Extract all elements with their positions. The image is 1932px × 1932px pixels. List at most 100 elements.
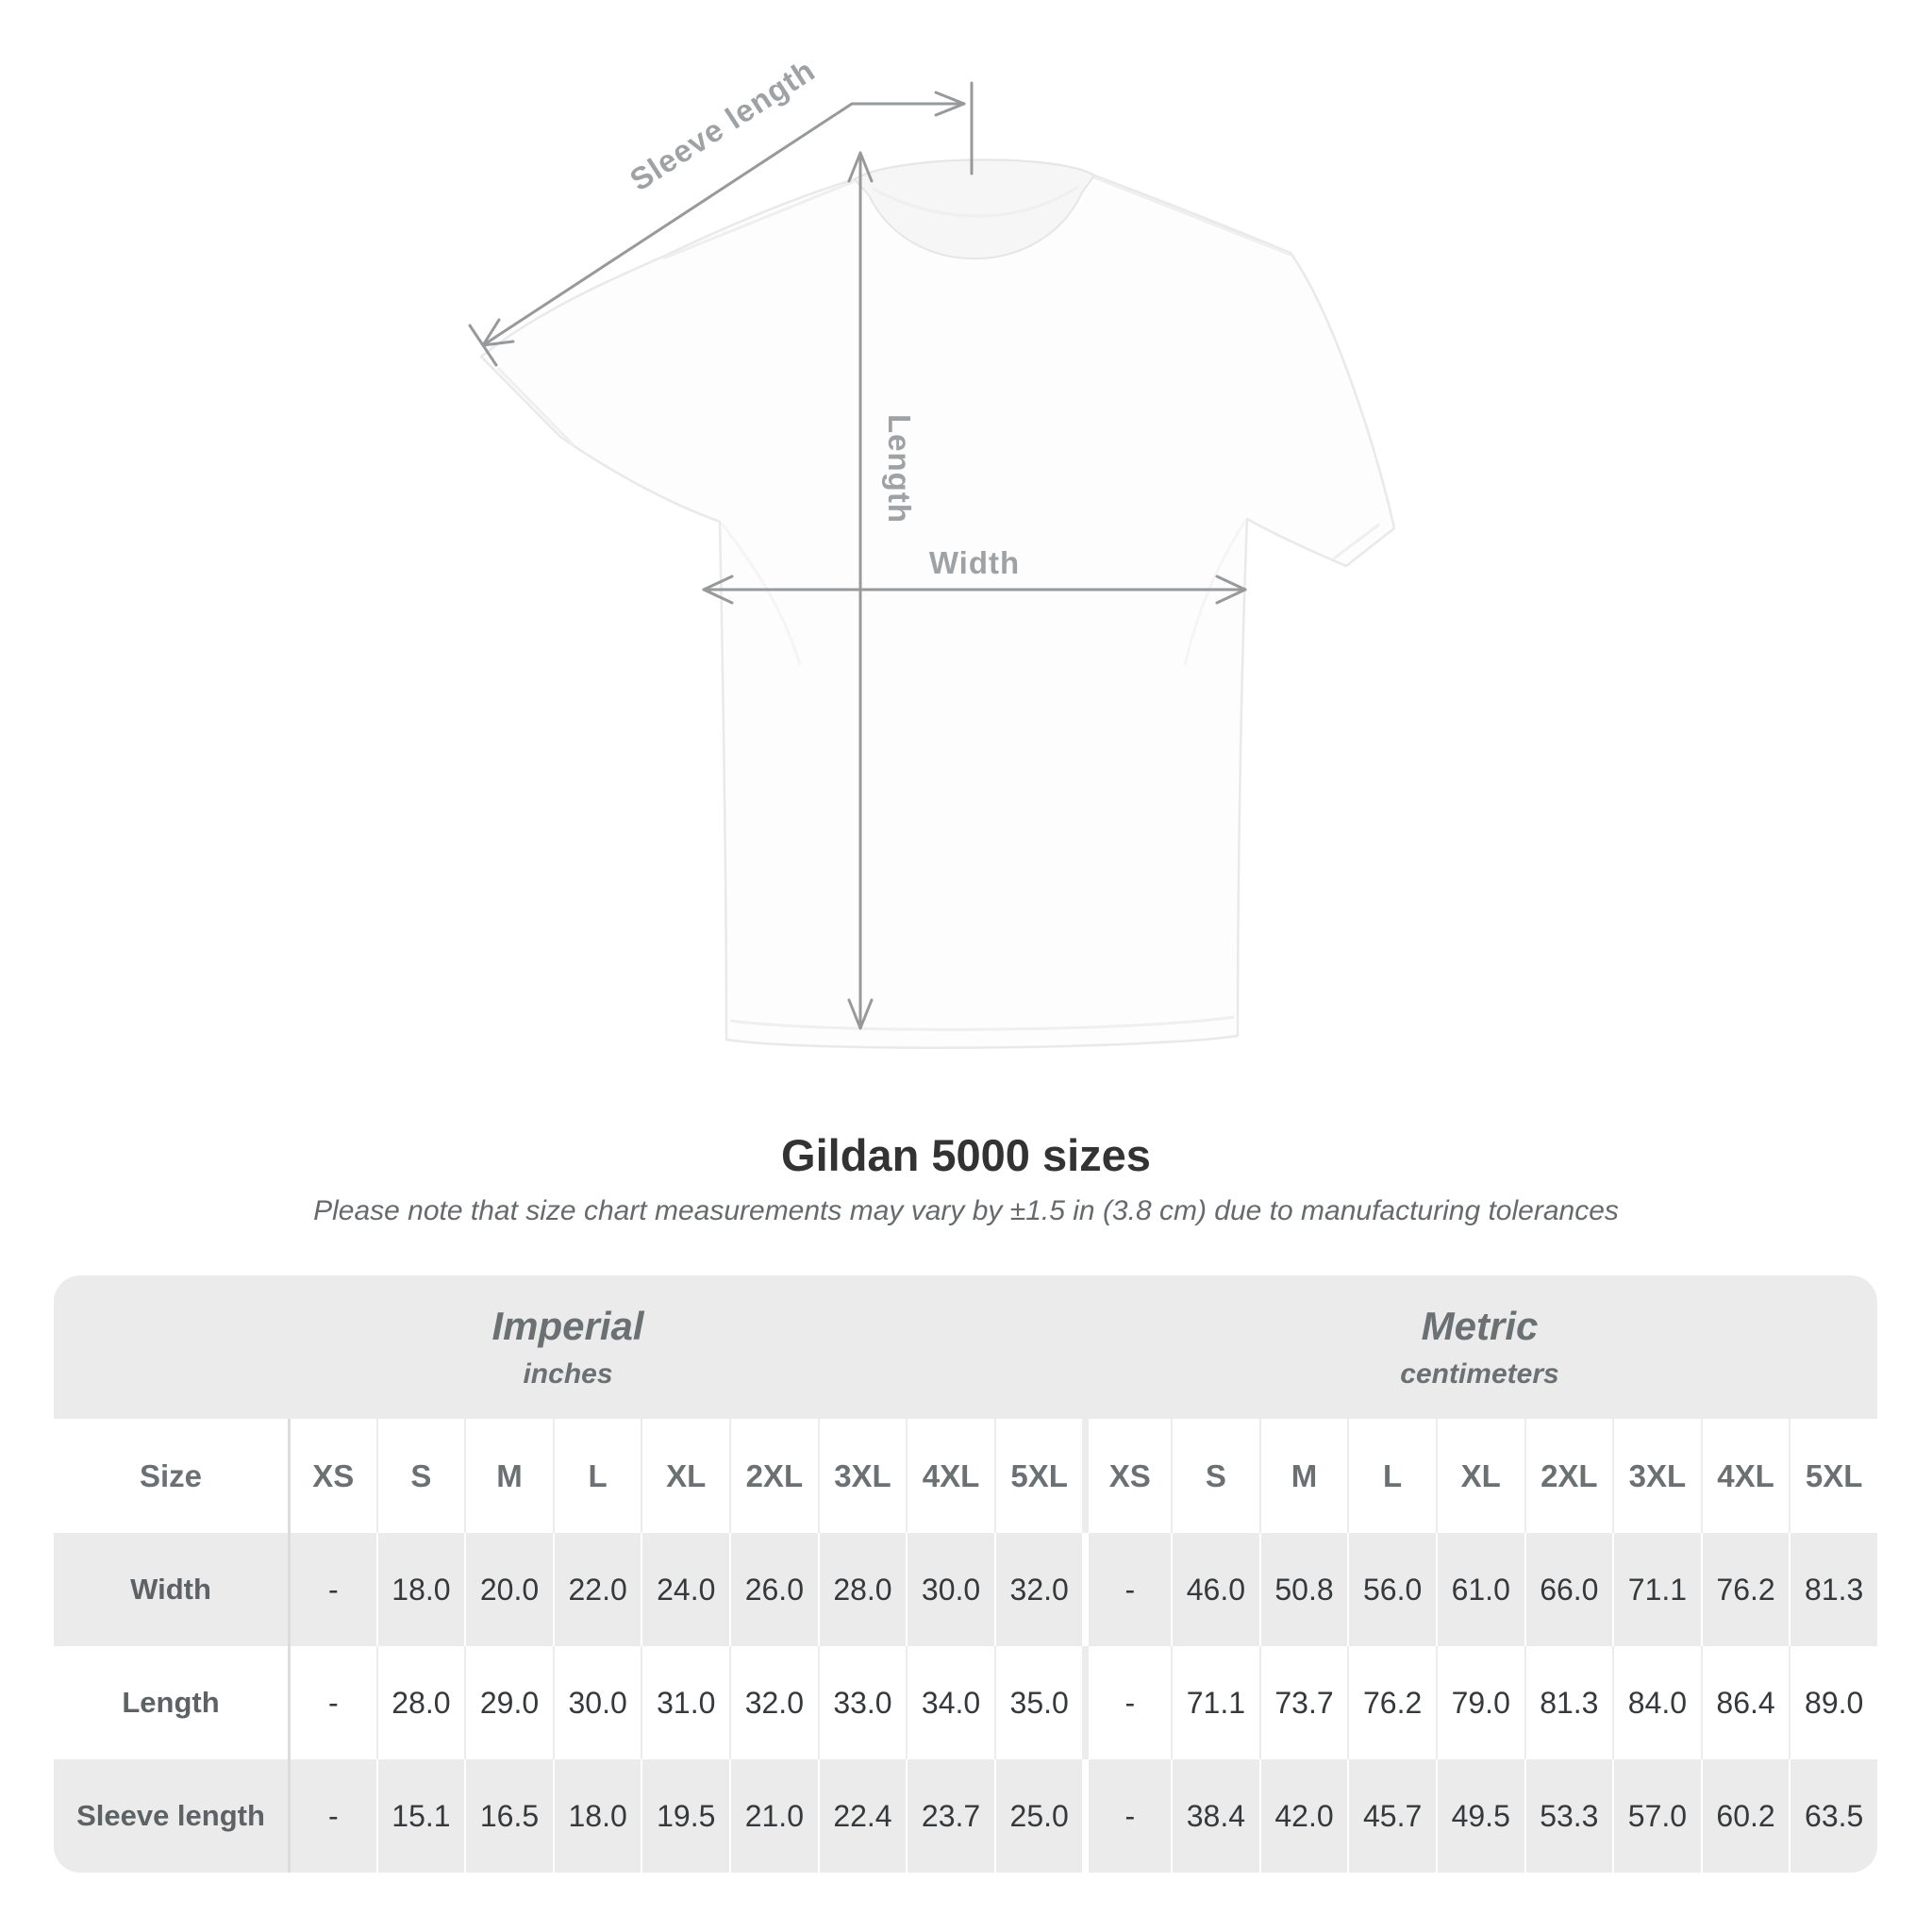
measurement-cell: 18.0 [552, 1759, 641, 1873]
table-row: Length -28.0 29.0 30.0 31.0 32.0 33.0 34.0 35.0-… [54, 1646, 1877, 1759]
size-table-container: Imperial inches Metric centimeters Size [54, 1275, 1877, 1873]
measurement-cell: 89.0 [1789, 1646, 1877, 1759]
metric-group-unit: centimeters [1400, 1358, 1559, 1390]
width-label: Width [929, 545, 1020, 580]
measurement-cell: 16.5 [464, 1759, 553, 1873]
measurement-cell: 45.7 [1347, 1759, 1436, 1873]
size-column-header: Size [54, 1419, 288, 1533]
imperial-group-name: Imperial [491, 1304, 644, 1348]
tshirt-diagram: Sleeve length Length Width [468, 52, 1396, 1049]
measurement-cell: 66.0 [1524, 1533, 1613, 1646]
sleeve-length-arrow [468, 81, 974, 367]
table-row: Width -18.0 20.0 22.0 24.0 26.0 28.0 30.0 32.0-4… [54, 1533, 1877, 1646]
measurement-cell: 31.0 [641, 1646, 730, 1759]
measurement-cell: 73.7 [1258, 1646, 1348, 1759]
row-label: Length [54, 1646, 288, 1759]
measurement-cell: 42.0 [1258, 1759, 1348, 1873]
measurement-cell: 30.0 [552, 1646, 641, 1759]
size-header-metric-l: L [1347, 1419, 1436, 1533]
measurement-cell: 25.0 [993, 1759, 1083, 1873]
metric-group-header: Metric centimeters [1082, 1275, 1877, 1419]
measurement-cell: 86.4 [1700, 1646, 1790, 1759]
size-header-metric-xl: XL [1435, 1419, 1524, 1533]
unit-group-row: Imperial inches Metric centimeters [54, 1275, 1877, 1419]
title-block: Gildan 5000 sizes Please note that size … [0, 1128, 1932, 1228]
measurement-cell: - [288, 1759, 376, 1873]
tshirt-collar [853, 158, 1096, 260]
size-header-imperial-xl: XL [641, 1419, 730, 1533]
size-header-imperial-5xl: 5XL [993, 1419, 1083, 1533]
left-shoulder-seam [662, 179, 856, 260]
size-header-imperial-s: S [375, 1419, 465, 1533]
measurement-cell: 49.5 [1435, 1759, 1524, 1873]
measurement-cell: - [1082, 1533, 1172, 1646]
imperial-group-unit: inches [523, 1358, 613, 1390]
measurement-cell: 53.3 [1524, 1759, 1613, 1873]
length-label: Length [882, 414, 917, 524]
measurement-cell: - [288, 1646, 376, 1759]
size-header-metric-3xl: 3XL [1612, 1419, 1701, 1533]
measurement-cell: 15.1 [375, 1759, 465, 1873]
measurement-cell: 28.0 [817, 1533, 907, 1646]
sleeve-length-label: Sleeve length [624, 52, 821, 197]
row-label: Width [54, 1533, 288, 1646]
measurement-cell: 34.0 [906, 1646, 994, 1759]
measurement-cell: 21.0 [729, 1759, 818, 1873]
metric-group-name: Metric [1421, 1304, 1539, 1348]
size-table: Imperial inches Metric centimeters Size [54, 1275, 1877, 1873]
measurement-cell: 29.0 [464, 1646, 553, 1759]
measurement-cell: 18.0 [375, 1533, 465, 1646]
measurement-cell: 76.2 [1347, 1646, 1436, 1759]
row-label: Sleeve length [54, 1759, 288, 1873]
size-header-imperial-l: L [552, 1419, 641, 1533]
measurement-cell: - [288, 1533, 376, 1646]
measurement-cell: 61.0 [1435, 1533, 1524, 1646]
right-shoulder-seam [1093, 175, 1291, 257]
size-table-body: Width -18.0 20.0 22.0 24.0 26.0 28.0 30.0 32.0-4… [54, 1533, 1877, 1873]
measurement-cell: 19.5 [641, 1759, 730, 1873]
tshirt-outline [479, 158, 1396, 1049]
measurement-cell: 22.0 [552, 1533, 641, 1646]
measurement-cell: 50.8 [1258, 1533, 1348, 1646]
measurement-cell: 71.1 [1171, 1646, 1259, 1759]
left-cuff-seam [496, 366, 575, 447]
size-header-imperial-xs: XS [288, 1419, 376, 1533]
table-row: Sleeve length -15.1 16.5 18.0 19.5 21.0 22.4 23… [54, 1759, 1877, 1873]
measurement-cell: 30.0 [906, 1533, 994, 1646]
hem-seam [729, 1015, 1235, 1031]
measurement-cell: 38.4 [1171, 1759, 1259, 1873]
measurement-cell: 22.4 [817, 1759, 907, 1873]
measurement-cell: 81.3 [1789, 1533, 1877, 1646]
measurement-cell: - [1082, 1646, 1172, 1759]
size-header-metric-m: M [1258, 1419, 1348, 1533]
measurement-cell: 81.3 [1524, 1646, 1613, 1759]
measurement-cell: 20.0 [464, 1533, 553, 1646]
measurement-cell: 63.5 [1789, 1759, 1877, 1873]
measurement-cell: 26.0 [729, 1533, 818, 1646]
collar-back-seam [872, 185, 1079, 218]
measurement-cell: 71.1 [1612, 1533, 1701, 1646]
size-header-metric-s: S [1171, 1419, 1259, 1533]
size-header-row: Size XS S M L XL 2XL 3XL 4XL 5XL XS S M L XL 2XL 3XL 4XL… [54, 1419, 1877, 1533]
measurement-cell: 60.2 [1700, 1759, 1790, 1873]
measurement-cell: - [1082, 1759, 1172, 1873]
imperial-group-header: Imperial inches [54, 1275, 1082, 1419]
measurement-cell: 28.0 [375, 1646, 465, 1759]
right-cuff-seam [1333, 523, 1380, 560]
size-header-imperial-3xl: 3XL [817, 1419, 907, 1533]
measurement-cell: 32.0 [729, 1646, 818, 1759]
size-header-imperial-2xl: 2XL [729, 1419, 818, 1533]
measurement-cell: 35.0 [993, 1646, 1083, 1759]
size-header-imperial-4xl: 4XL [906, 1419, 994, 1533]
measurement-cell: 76.2 [1700, 1533, 1790, 1646]
measurement-cell: 33.0 [817, 1646, 907, 1759]
measurement-cell: 32.0 [993, 1533, 1083, 1646]
width-arrow [702, 575, 1247, 605]
measurement-cell: 56.0 [1347, 1533, 1436, 1646]
measurement-cell: 79.0 [1435, 1646, 1524, 1759]
size-header-imperial-m: M [464, 1419, 553, 1533]
measurement-cell: 24.0 [641, 1533, 730, 1646]
measurement-cell: 23.7 [906, 1759, 994, 1873]
tolerance-note: Please note that size chart measurements… [313, 1195, 1619, 1226]
